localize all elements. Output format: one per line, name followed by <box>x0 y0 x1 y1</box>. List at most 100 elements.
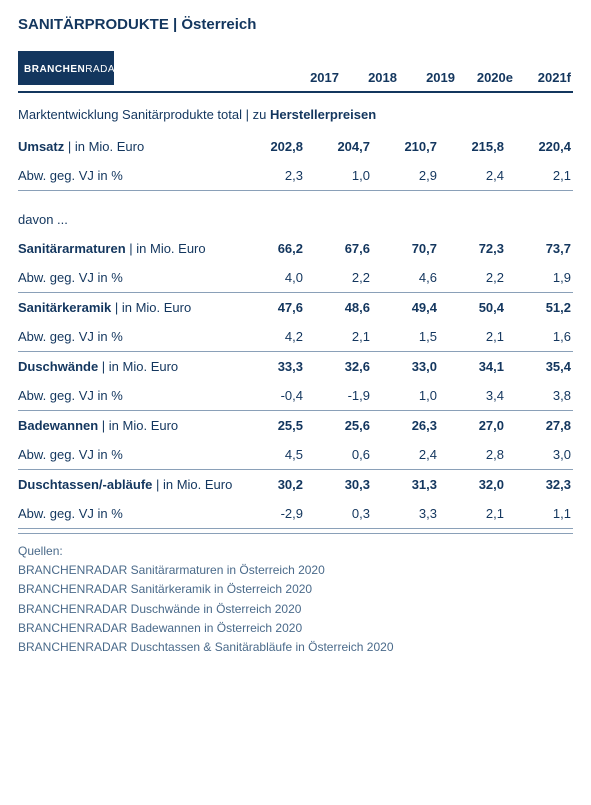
title-part1: SANITÄRPRODUKTE <box>18 16 169 33</box>
row-label: Sanitärkeramik | in Mio. Euro <box>18 293 238 323</box>
cell: 49,4 <box>372 293 439 323</box>
cell: 4,6 <box>372 263 439 293</box>
cell: 32,0 <box>439 470 506 500</box>
sources-label: Quellen: <box>18 542 573 561</box>
cell: 30,2 <box>238 470 305 500</box>
cell: 25,6 <box>305 411 372 441</box>
source-line: BRANCHENRADAR Duschwände in Österreich 2… <box>18 600 573 619</box>
row-unit: | in Mio. Euro <box>64 139 144 154</box>
row-label: Abw. geg. VJ in % <box>18 381 238 411</box>
row-name: Sanitärkeramik <box>18 300 111 315</box>
cell: 67,6 <box>305 234 372 263</box>
davon-label: davon ... <box>18 205 573 234</box>
title-sep: | <box>169 16 182 33</box>
cell: 72,3 <box>439 234 506 263</box>
cell: 2,1 <box>305 322 372 352</box>
row-name: Duschtassen/-abläufe <box>18 477 152 492</box>
cell: 2,2 <box>439 263 506 293</box>
cell: 3,3 <box>372 499 439 529</box>
cell: 70,7 <box>372 234 439 263</box>
davon-row: davon ... <box>18 205 573 234</box>
table-row: Abw. geg. VJ in % 4,0 2,2 4,6 2,2 1,9 <box>18 263 573 293</box>
year-columns: 2017 2018 2019 2020e 2021f <box>114 70 573 85</box>
cell: 2,8 <box>439 440 506 470</box>
row-name: Umsatz <box>18 139 64 154</box>
cell: 4,5 <box>238 440 305 470</box>
cell: 1,0 <box>305 161 372 191</box>
cell: 2,2 <box>305 263 372 293</box>
row-unit: | in Mio. Euro <box>98 418 178 433</box>
title-part2: Österreich <box>181 16 256 33</box>
data-table: Umsatz | in Mio. Euro 202,8 204,7 210,7 … <box>18 132 573 529</box>
cell: 30,3 <box>305 470 372 500</box>
cell: 204,7 <box>305 132 372 161</box>
row-unit: | in Mio. Euro <box>98 359 178 374</box>
row-unit: | in Mio. Euro <box>111 300 191 315</box>
subtitle-text: Marktentwicklung Sanitärprodukte total |… <box>18 107 270 122</box>
table-row: Abw. geg. VJ in % 4,2 2,1 1,5 2,1 1,6 <box>18 322 573 352</box>
row-unit: | in Mio. Euro <box>126 241 206 256</box>
cell: 2,1 <box>439 499 506 529</box>
row-label: Duschtassen/-abläufe | in Mio. Euro <box>18 470 238 500</box>
cell: 27,0 <box>439 411 506 441</box>
logo-text1: BRANCHEN <box>24 64 85 75</box>
table-row: Duschwände | in Mio. Euro 33,3 32,6 33,0… <box>18 352 573 382</box>
cell: 215,8 <box>439 132 506 161</box>
row-label: Duschwände | in Mio. Euro <box>18 352 238 382</box>
cell: 0,3 <box>305 499 372 529</box>
cell: 3,0 <box>506 440 573 470</box>
cell: 1,6 <box>506 322 573 352</box>
cell: 1,1 <box>506 499 573 529</box>
source-line: BRANCHENRADAR Sanitärkeramik in Österrei… <box>18 580 573 599</box>
cell: 32,3 <box>506 470 573 500</box>
cell: 2,4 <box>439 161 506 191</box>
table-row: Abw. geg. VJ in % -0,4 -1,9 1,0 3,4 3,8 <box>18 381 573 411</box>
subtitle-bold: Herstellerpreisen <box>270 107 376 122</box>
cell: 202,8 <box>238 132 305 161</box>
cell: -2,9 <box>238 499 305 529</box>
cell: -0,4 <box>238 381 305 411</box>
cell: 4,2 <box>238 322 305 352</box>
cell: 35,4 <box>506 352 573 382</box>
cell: 2,9 <box>372 161 439 191</box>
logo: BRANCHENRADAR <box>18 51 114 85</box>
row-label: Abw. geg. VJ in % <box>18 161 238 191</box>
cell: 66,2 <box>238 234 305 263</box>
table-row: Abw. geg. VJ in % -2,9 0,3 3,3 2,1 1,1 <box>18 499 573 529</box>
cell: 51,2 <box>506 293 573 323</box>
year-2019: 2019 <box>399 70 457 85</box>
cell: 2,3 <box>238 161 305 191</box>
table-row: Abw. geg. VJ in % 2,3 1,0 2,9 2,4 2,1 <box>18 161 573 191</box>
cell: 3,4 <box>439 381 506 411</box>
cell: 1,5 <box>372 322 439 352</box>
cell: 25,5 <box>238 411 305 441</box>
year-2020e: 2020e <box>457 70 515 85</box>
row-label: Badewannen | in Mio. Euro <box>18 411 238 441</box>
cell: 0,6 <box>305 440 372 470</box>
row-label: Abw. geg. VJ in % <box>18 440 238 470</box>
row-label: Umsatz | in Mio. Euro <box>18 132 238 161</box>
spacer <box>114 70 283 85</box>
row-label: Abw. geg. VJ in % <box>18 322 238 352</box>
cell: 48,6 <box>305 293 372 323</box>
cell: 2,4 <box>372 440 439 470</box>
cell: 210,7 <box>372 132 439 161</box>
table-row: Badewannen | in Mio. Euro 25,5 25,6 26,3… <box>18 411 573 441</box>
cell: 2,1 <box>439 322 506 352</box>
row-unit: | in Mio. Euro <box>152 477 232 492</box>
cell: -1,9 <box>305 381 372 411</box>
cell: 27,8 <box>506 411 573 441</box>
sources-block: Quellen: BRANCHENRADAR Sanitärarmaturen … <box>18 533 573 657</box>
row-name: Badewannen <box>18 418 98 433</box>
cell: 1,9 <box>506 263 573 293</box>
source-line: BRANCHENRADAR Badewannen in Österreich 2… <box>18 619 573 638</box>
year-2018: 2018 <box>341 70 399 85</box>
cell: 50,4 <box>439 293 506 323</box>
year-2021f: 2021f <box>515 70 573 85</box>
page-title: SANITÄRPRODUKTE | Österreich <box>18 16 573 33</box>
table-row: Duschtassen/-abläufe | in Mio. Euro 30,2… <box>18 470 573 500</box>
cell: 2,1 <box>506 161 573 191</box>
row-label: Abw. geg. VJ in % <box>18 499 238 529</box>
cell: 1,0 <box>372 381 439 411</box>
source-line: BRANCHENRADAR Sanitärarmaturen in Österr… <box>18 561 573 580</box>
